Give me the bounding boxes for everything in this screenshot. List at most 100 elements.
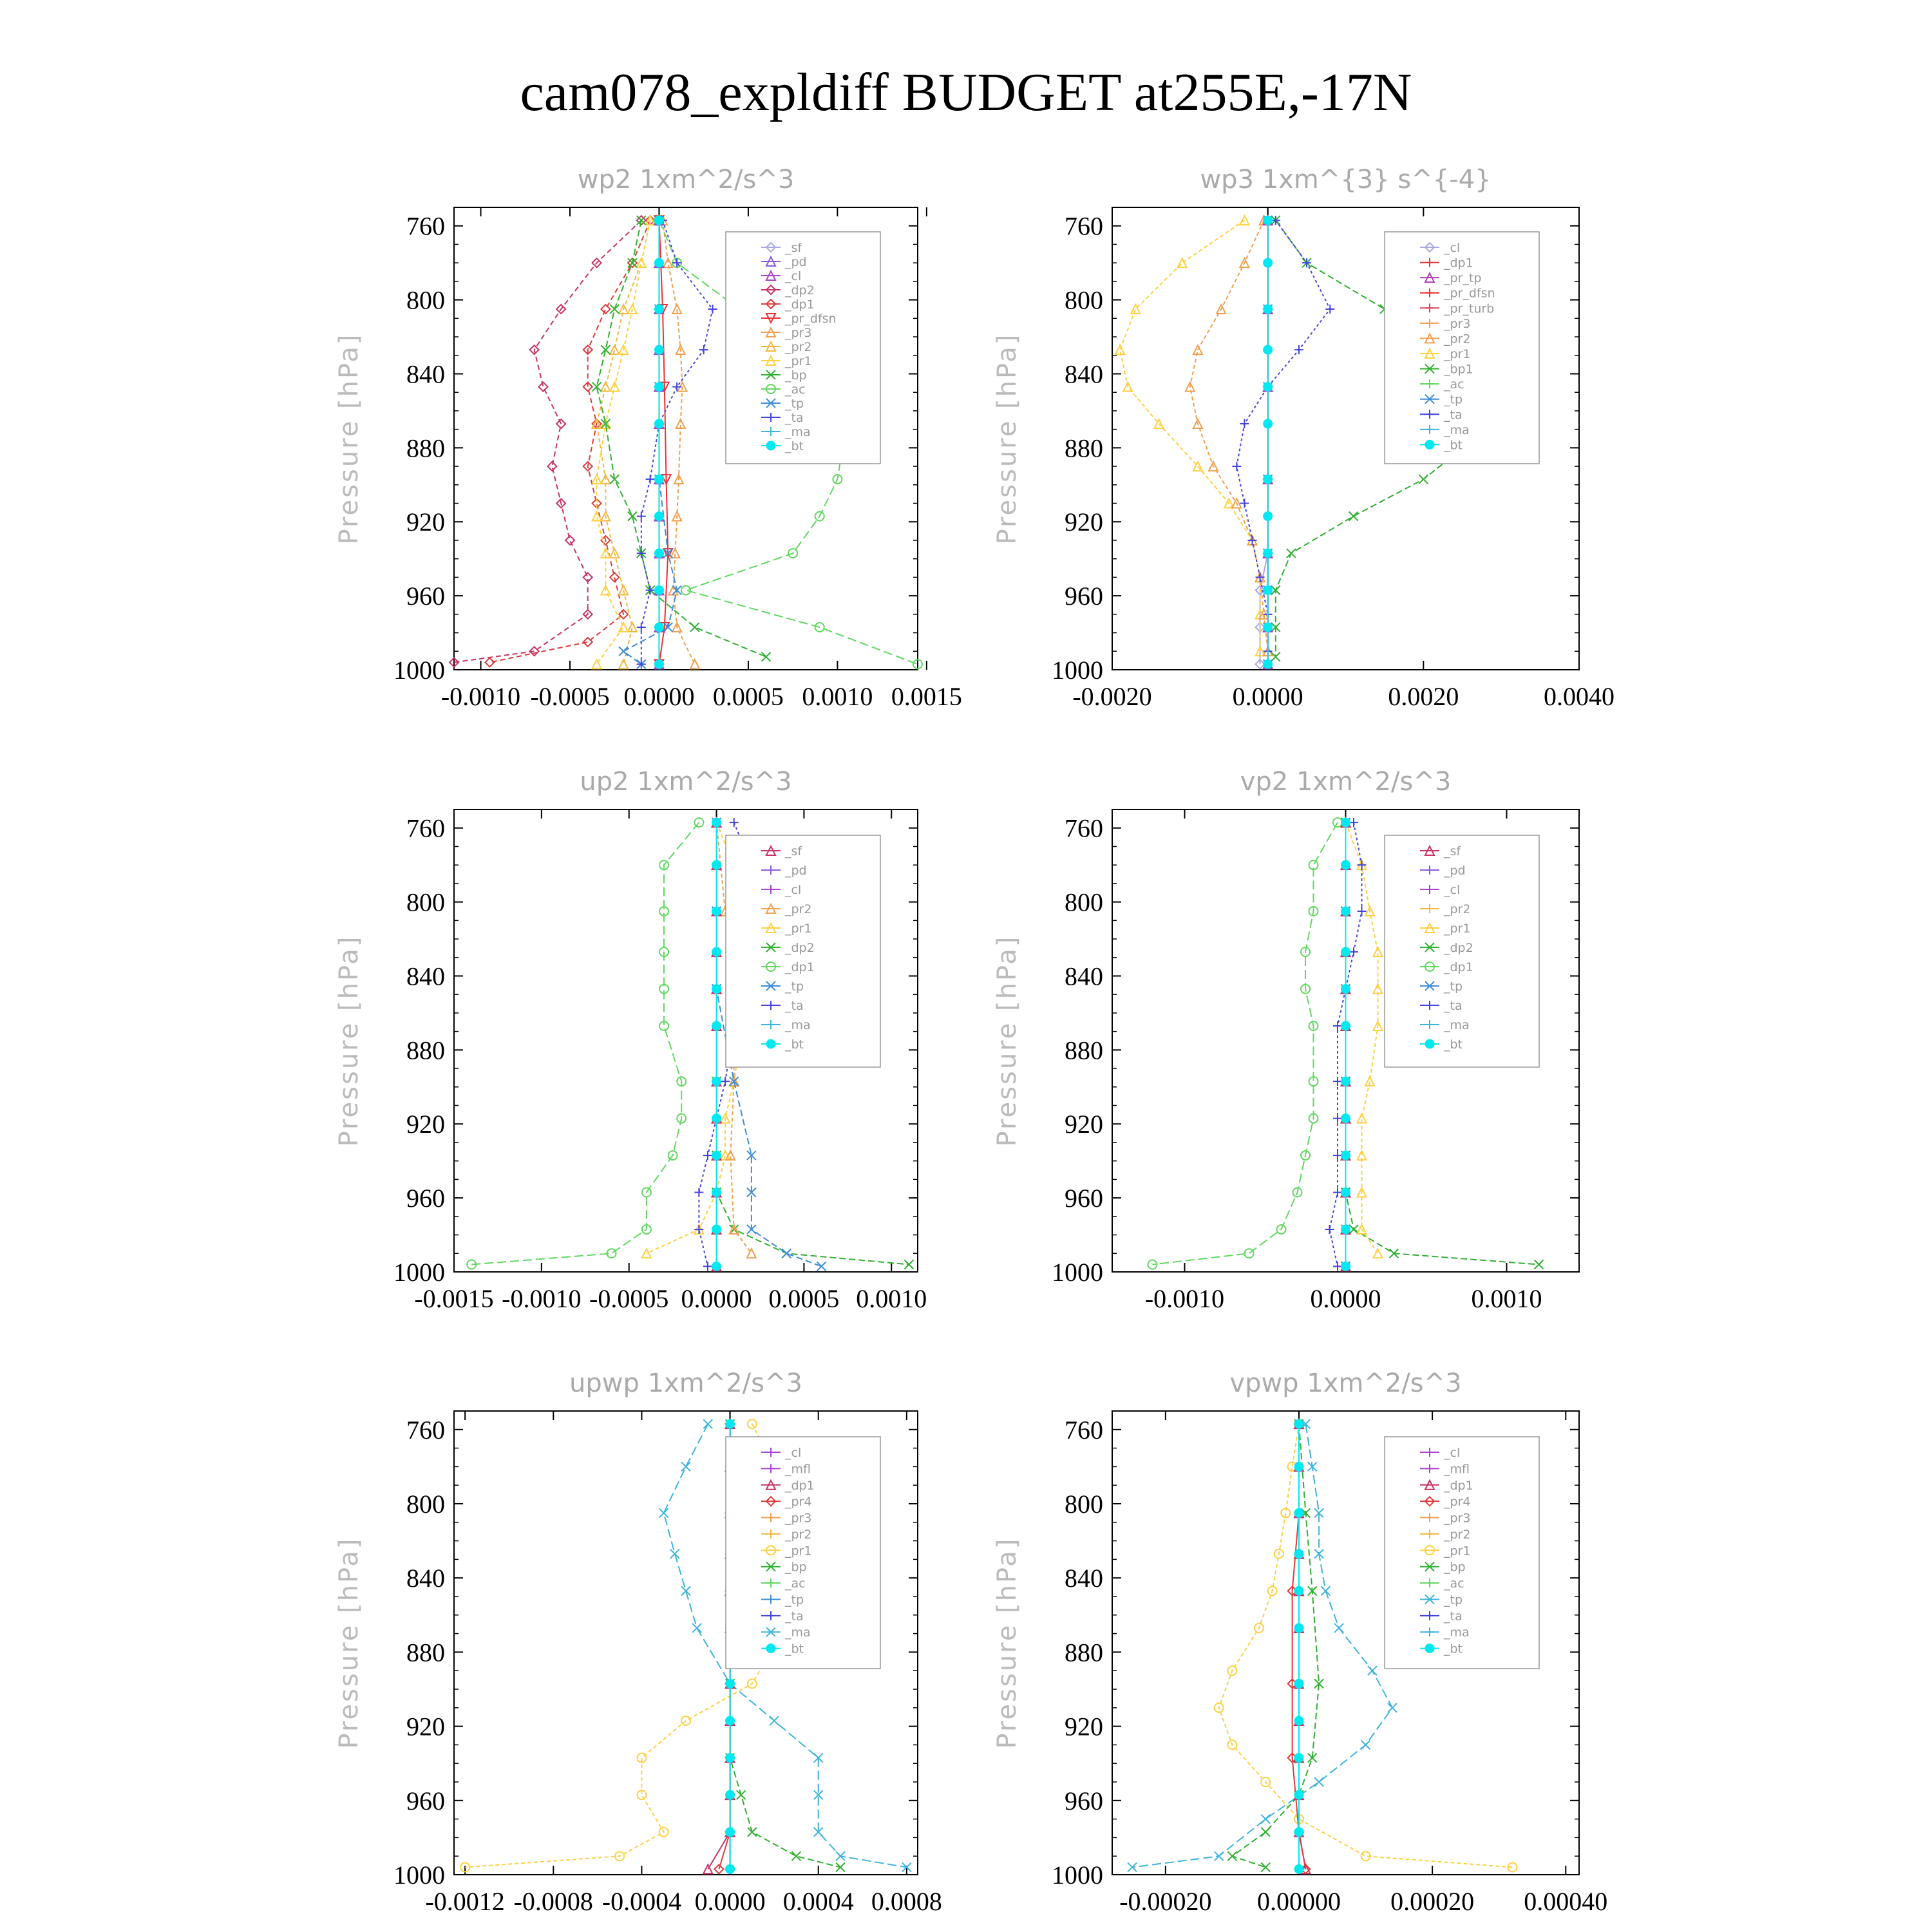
legend-entry: _tp xyxy=(784,1593,804,1607)
data-point xyxy=(609,474,620,484)
legend-marker xyxy=(766,1643,776,1654)
data-point xyxy=(1533,1259,1544,1270)
legend-marker xyxy=(766,384,776,394)
legend-entry: _ac xyxy=(784,1577,806,1591)
legend-entry: _bt xyxy=(784,1642,804,1656)
legend-entry: _cl xyxy=(784,883,801,897)
data-point xyxy=(1364,1075,1376,1087)
panel-3: up2 1xm^2/s^3 Pressure [hPa] 760 800 840 880 9… xyxy=(334,767,927,1313)
data-point xyxy=(1341,1261,1350,1271)
legend-entry: _tp xyxy=(1443,980,1463,994)
data-point xyxy=(1341,1150,1350,1160)
legend-entry: _tp xyxy=(784,980,804,994)
legend-entry: _pr4 xyxy=(1443,1495,1470,1509)
legend-entry: _sf xyxy=(1443,844,1461,858)
data-point xyxy=(902,1862,912,1873)
data-point xyxy=(1227,1739,1238,1750)
series-line xyxy=(715,822,822,1267)
legend-entry: _pr3 xyxy=(1443,1511,1470,1526)
series-line xyxy=(1231,1424,1320,1868)
data-point xyxy=(729,1076,739,1086)
data-point xyxy=(1192,343,1204,355)
legend-marker xyxy=(1425,961,1435,972)
legend-marker xyxy=(1425,394,1435,404)
data-point xyxy=(582,571,594,583)
legend-entry: _pr1 xyxy=(1443,1544,1470,1558)
legend-entry: _ac xyxy=(784,383,806,397)
data-point xyxy=(1372,983,1384,994)
data-point xyxy=(672,382,682,392)
data-point xyxy=(1240,419,1249,429)
data-point xyxy=(591,381,602,392)
data-point xyxy=(618,658,629,670)
series-pr2 xyxy=(591,214,656,670)
legend-entry: _bt xyxy=(1443,438,1463,452)
data-point xyxy=(1341,1021,1350,1031)
data-point xyxy=(636,1790,647,1801)
data-point xyxy=(1215,303,1227,314)
data-point xyxy=(658,1826,669,1837)
y-tick-label: 960 xyxy=(406,582,445,611)
data-point xyxy=(614,1851,625,1862)
legend-entry: _mfl xyxy=(784,1462,811,1476)
legend-entry: _pr1 xyxy=(784,1544,811,1558)
data-point xyxy=(582,609,594,620)
data-point xyxy=(672,258,682,268)
x-tick-label: -0.0020 xyxy=(1072,682,1151,711)
legend-marker xyxy=(766,1039,776,1049)
series-line xyxy=(1189,220,1269,652)
y-tick-label: 800 xyxy=(1065,888,1103,917)
legend-marker xyxy=(765,284,777,296)
data-point xyxy=(746,1224,757,1235)
data-point xyxy=(627,257,638,269)
legend-marker xyxy=(1425,904,1434,913)
legend-entry: _pr2 xyxy=(1443,902,1470,916)
data-point xyxy=(1294,1508,1304,1518)
data-point xyxy=(835,1862,846,1873)
legend-marker xyxy=(766,427,775,436)
legend-entry: _dp2 xyxy=(784,283,815,298)
data-point xyxy=(761,652,772,662)
data-point xyxy=(1341,984,1350,994)
data-point xyxy=(813,1827,824,1837)
y-axis-label: Pressure [hPa] xyxy=(334,1537,364,1749)
data-point xyxy=(659,1021,670,1032)
data-point xyxy=(676,1113,687,1124)
data-point xyxy=(1308,1113,1319,1124)
data-point xyxy=(1286,548,1296,558)
legend-marker xyxy=(1424,242,1435,253)
panel-1: wp2 1xm^2/s^3 Pressure [hPa] 760 800 840 880 9… xyxy=(334,165,962,711)
legend-marker xyxy=(1424,844,1435,856)
data-point xyxy=(564,535,576,546)
series-line xyxy=(453,220,642,663)
y-tick-label: 800 xyxy=(406,286,445,315)
data-point xyxy=(636,622,646,632)
main-title: cam078_expldiff BUDGET at255E,-17N xyxy=(520,62,1412,122)
data-point xyxy=(591,257,602,269)
data-point xyxy=(1214,1851,1224,1861)
data-point xyxy=(1240,498,1249,508)
data-point xyxy=(662,256,674,269)
data-point xyxy=(600,584,612,596)
data-point xyxy=(1300,947,1311,958)
x-tick-label: -0.0005 xyxy=(530,682,609,711)
legend-entry: _mfl xyxy=(1443,1462,1470,1476)
legend-entry: _dp1 xyxy=(1443,1479,1473,1493)
legend-marker xyxy=(1425,1594,1435,1605)
data-point xyxy=(724,1149,736,1161)
legend-marker xyxy=(1425,1545,1435,1556)
data-point xyxy=(1192,460,1204,472)
y-axis-label: Pressure [hPa] xyxy=(992,1537,1022,1749)
data-point xyxy=(636,659,646,669)
series-bt xyxy=(654,215,664,669)
y-tick-label: 760 xyxy=(406,814,445,843)
legend-entry: _pr_turb xyxy=(1443,301,1494,316)
data-point xyxy=(1153,417,1165,430)
data-point xyxy=(692,1623,702,1633)
series-line xyxy=(471,822,700,1265)
data-point xyxy=(1213,1702,1224,1713)
legend-entry: _ta xyxy=(784,411,804,425)
y-tick-label: 840 xyxy=(406,1564,445,1593)
legend-marker xyxy=(765,313,777,325)
legend-marker xyxy=(1425,1611,1434,1620)
